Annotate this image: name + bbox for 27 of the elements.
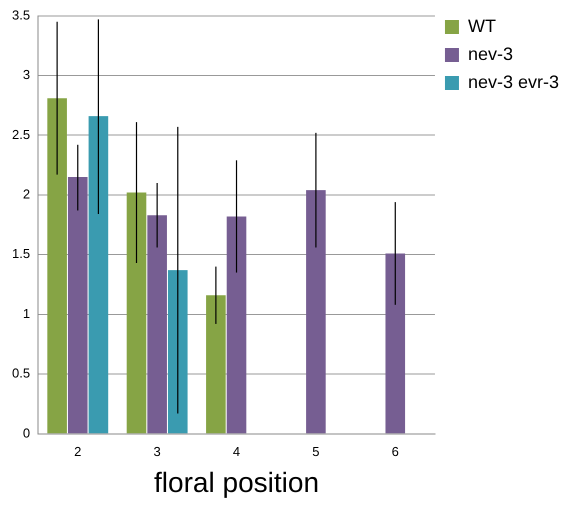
x-tick-label: 3 [154,444,161,460]
bar [126,192,146,434]
x-tick-label: 6 [392,444,399,460]
bar [306,190,326,434]
bar [47,98,67,434]
bar [385,253,406,434]
legend-label: WT [468,16,496,36]
legend-label: nev-3 evr-3 [468,72,560,92]
x-tick-label: 2 [74,444,82,460]
bar [147,215,167,434]
y-tick-label: 2.5 [12,126,30,142]
bar [206,295,226,434]
y-tick-label: 0.5 [12,366,30,381]
x-tick-label: 4 [232,444,240,460]
bar [88,116,108,434]
y-tick-label: 1 [22,306,30,321]
y-tick-label: 1.5 [12,246,30,262]
y-tick-label: 0 [22,425,30,440]
legend-label: nev-3 [468,44,513,64]
bar [68,177,88,434]
bar [168,270,188,434]
y-tick-label: 3 [22,67,30,82]
x-tick-label: 5 [312,444,320,460]
bar [226,216,246,434]
y-tick-label: 2 [22,186,30,202]
x-axis-title: floral position [154,466,320,498]
y-tick-label: 3.5 [12,7,30,22]
